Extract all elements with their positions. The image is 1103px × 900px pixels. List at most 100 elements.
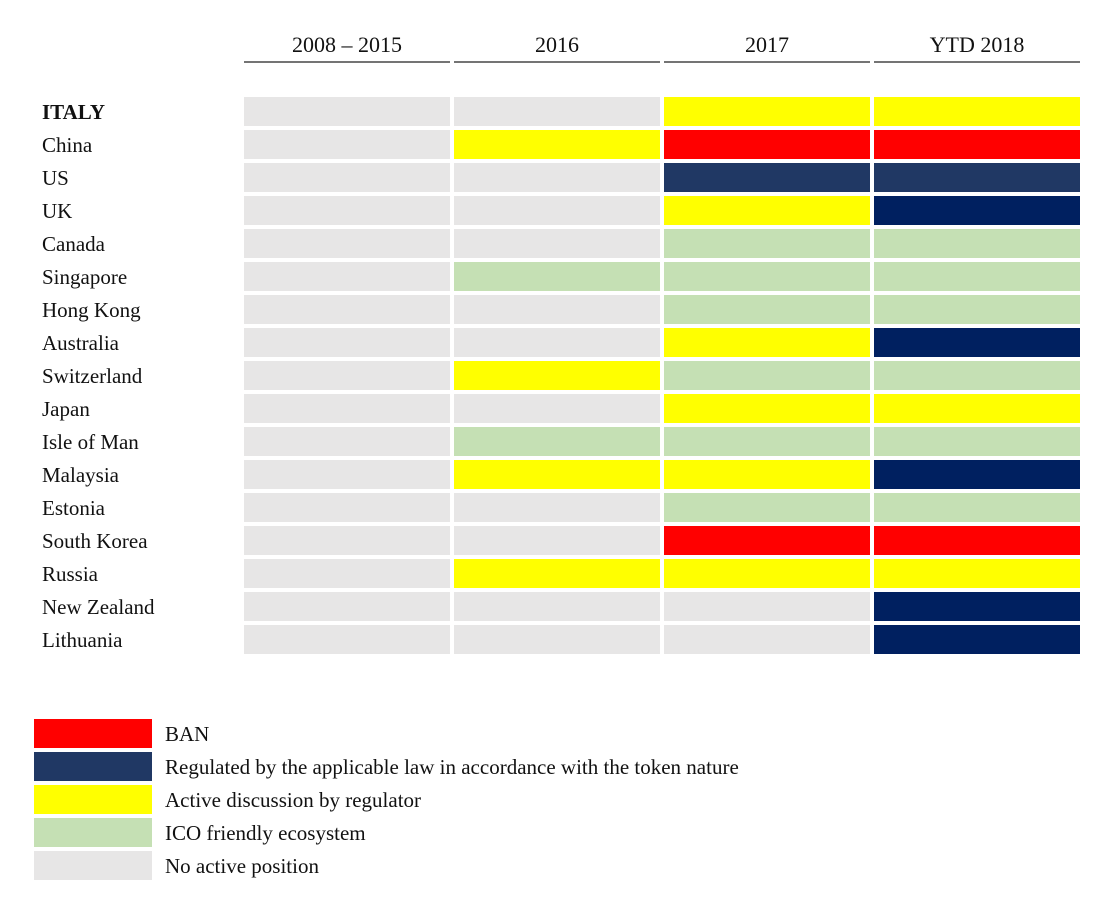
row-label: UK	[42, 199, 72, 223]
heatmap-cell	[874, 262, 1080, 291]
heatmap-cell	[244, 97, 450, 126]
heatmap-cell	[874, 163, 1080, 192]
row-label: Isle of Man	[42, 430, 139, 454]
heatmap-cell	[874, 328, 1080, 357]
heatmap-cell	[664, 295, 870, 324]
legend-swatch	[34, 719, 152, 748]
heatmap-cell	[664, 427, 870, 456]
heatmap-cell	[454, 493, 660, 522]
legend-swatch	[34, 818, 152, 847]
heatmap-cell	[244, 295, 450, 324]
row-label: Russia	[42, 562, 99, 586]
heatmap-cell	[244, 592, 450, 621]
heatmap-cell	[454, 592, 660, 621]
row-label: South Korea	[42, 529, 148, 553]
heatmap-cell	[454, 130, 660, 159]
legend-swatch	[34, 752, 152, 781]
heatmap-cell	[874, 229, 1080, 258]
heatmap-cell	[244, 625, 450, 654]
row-label: Japan	[42, 397, 90, 421]
row-label: Estonia	[42, 496, 106, 520]
heatmap-cell	[874, 493, 1080, 522]
heatmap-cell	[244, 262, 450, 291]
heatmap-cell	[244, 559, 450, 588]
heatmap-cell	[454, 229, 660, 258]
row-label: Canada	[42, 232, 106, 256]
legend-swatch	[34, 785, 152, 814]
heatmap-cell	[454, 97, 660, 126]
legend-label: Regulated by the applicable law in accor…	[165, 755, 739, 779]
heatmap-cell	[664, 229, 870, 258]
column-headers: 2008 – 2015 2016 2017 YTD 2018	[244, 32, 1080, 63]
heatmap-cell	[454, 361, 660, 390]
heatmap-cell	[244, 394, 450, 423]
legend-label: No active position	[165, 854, 319, 878]
heatmap-cell	[664, 592, 870, 621]
row-label: Switzerland	[42, 364, 143, 388]
heatmap-cell	[874, 361, 1080, 390]
row-label: China	[42, 133, 93, 157]
row-label: ITALY	[42, 100, 105, 124]
column-header: 2008 – 2015	[292, 32, 402, 57]
heatmap-cell	[874, 427, 1080, 456]
legend-swatch	[34, 851, 152, 880]
column-header: 2016	[535, 32, 579, 57]
heatmap-cell	[454, 625, 660, 654]
heatmap-cell	[874, 130, 1080, 159]
column-header: YTD 2018	[930, 32, 1025, 57]
heatmap-cell	[664, 493, 870, 522]
heatmap-cell	[874, 460, 1080, 489]
heatmap-cell	[874, 97, 1080, 126]
legend-label: ICO friendly ecosystem	[165, 821, 366, 845]
heatmap-cell	[244, 526, 450, 555]
heatmap-cell	[454, 427, 660, 456]
legend-label: Active discussion by regulator	[165, 788, 421, 812]
heatmap-cell	[244, 328, 450, 357]
heatmap-cell	[664, 460, 870, 489]
heatmap-cell	[664, 361, 870, 390]
heatmap-cell	[874, 196, 1080, 225]
heatmap-cell	[664, 559, 870, 588]
column-header: 2017	[745, 32, 789, 57]
heatmap-cell	[664, 196, 870, 225]
heatmap-cell	[244, 229, 450, 258]
row-labels: ITALY China US UK Canada Singapore Hong Kong Au…	[42, 100, 155, 652]
heatmap-cell	[664, 262, 870, 291]
heatmap-cell	[664, 130, 870, 159]
heatmap-cell	[664, 526, 870, 555]
heatmap-cell	[454, 328, 660, 357]
heatmap-cell	[664, 328, 870, 357]
heatmap-cell	[454, 196, 660, 225]
heatmap-cell	[874, 295, 1080, 324]
legend: BAN Regulated by the applicable law in ac…	[34, 719, 739, 880]
row-label: Hong Kong	[42, 298, 141, 322]
heatmap-cell	[244, 460, 450, 489]
heatmap-cell	[244, 196, 450, 225]
heatmap-cell	[454, 163, 660, 192]
heatmap-cell	[454, 526, 660, 555]
heatmap-cell	[874, 394, 1080, 423]
heatmap-cell	[664, 97, 870, 126]
row-label: Malaysia	[42, 463, 120, 487]
heatmap-cell	[244, 361, 450, 390]
heatmap-cells	[244, 97, 1080, 654]
heatmap-cell	[664, 625, 870, 654]
heatmap-cell	[874, 526, 1080, 555]
legend-label: BAN	[165, 722, 209, 746]
heatmap-cell	[664, 163, 870, 192]
row-label: Singapore	[42, 265, 127, 289]
heatmap-cell	[874, 559, 1080, 588]
heatmap-cell	[874, 625, 1080, 654]
heatmap-cell	[874, 592, 1080, 621]
heatmap-cell	[454, 262, 660, 291]
heatmap-cell	[664, 394, 870, 423]
row-label: New Zealand	[42, 595, 155, 619]
heatmap-cell	[244, 493, 450, 522]
heatmap-cell	[454, 394, 660, 423]
row-label: Australia	[42, 331, 120, 355]
heatmap-cell	[454, 460, 660, 489]
heatmap-cell	[244, 427, 450, 456]
row-label: Lithuania	[42, 628, 123, 652]
heatmap-cell	[244, 130, 450, 159]
